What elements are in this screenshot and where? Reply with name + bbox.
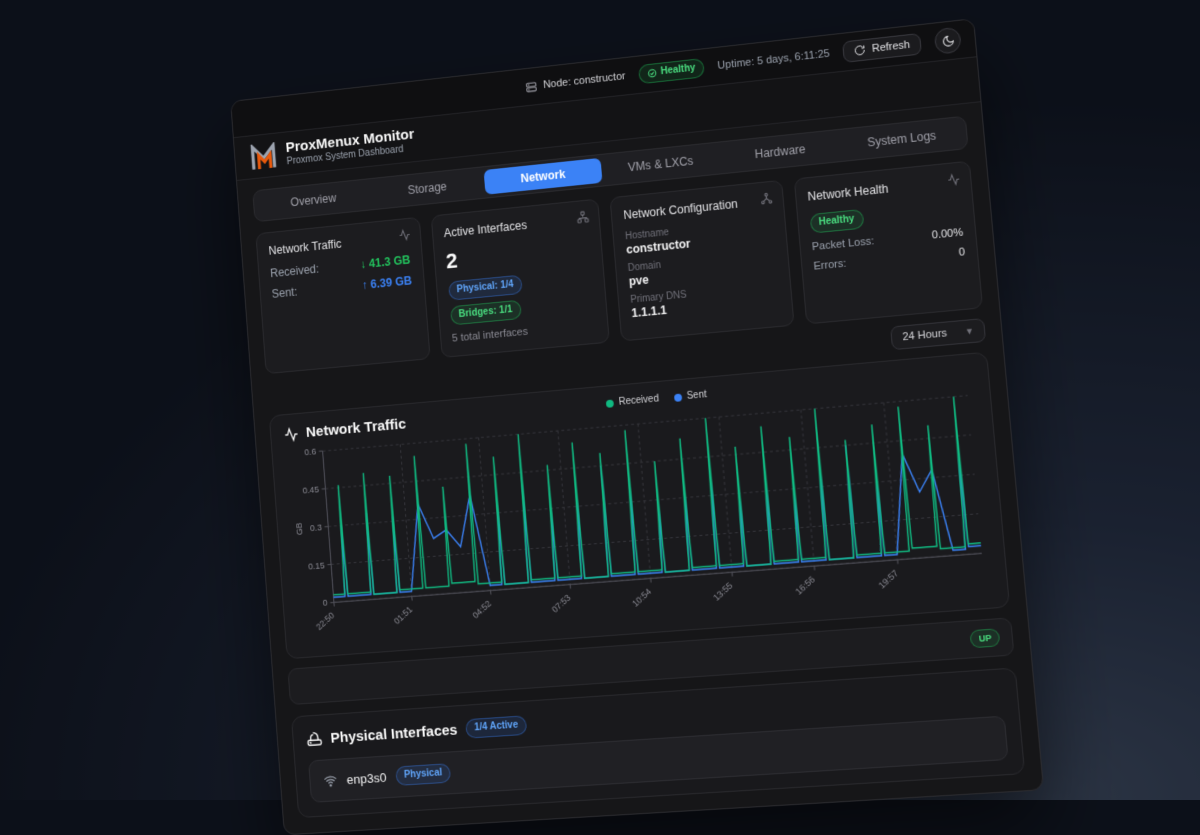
svg-text:16:56: 16:56 [793, 574, 817, 597]
bridges-count-badge: Bridges: 1/1 [450, 300, 522, 326]
router-icon [306, 730, 323, 747]
theme-toggle-button[interactable] [934, 27, 962, 55]
legend-dot [606, 399, 614, 407]
time-range-select[interactable]: 24 Hours ▼ [891, 318, 987, 350]
svg-text:0.6: 0.6 [304, 446, 317, 457]
tab-vms-lxcs[interactable]: VMs & LXCs [601, 145, 722, 182]
svg-text:04:52: 04:52 [470, 598, 493, 620]
svg-text:10:54: 10:54 [630, 586, 653, 609]
activity-icon [398, 228, 411, 241]
svg-text:19:57: 19:57 [876, 568, 900, 591]
check-circle-icon [647, 68, 657, 79]
packet-loss-value: 0.00% [931, 227, 963, 242]
network-icon [576, 210, 589, 224]
svg-text:0.3: 0.3 [310, 522, 323, 533]
sent-value: ↑ 6.39 GB [361, 274, 412, 292]
tab-system-logs[interactable]: System Logs [840, 120, 965, 158]
card-network-traffic: Network Traffic Received: ↓ 41.3 GB Sent… [255, 217, 430, 374]
interface-type-badge: Physical [395, 763, 451, 786]
wifi-icon [323, 773, 338, 788]
card-title: Active Interfaces [443, 212, 588, 240]
interface-name: enp3s0 [346, 770, 387, 787]
received-label: Received: [270, 262, 320, 280]
svg-text:22:50: 22:50 [314, 610, 336, 632]
card-network-configuration: Network Configuration Hostname construct… [610, 180, 795, 342]
svg-text:07:53: 07:53 [550, 592, 573, 615]
svg-text:0: 0 [322, 598, 328, 608]
card-title: Network Configuration [623, 194, 771, 222]
health-badge: Healthy [638, 58, 705, 84]
card-title: Network Health [807, 175, 959, 204]
svg-text:01:51: 01:51 [392, 604, 415, 626]
tab-network[interactable]: Network [484, 158, 603, 195]
physical-count-badge: Physical: 1/4 [448, 275, 523, 301]
uptime-text: Uptime: 5 days, 6:11:25 [717, 48, 830, 72]
errors-label: Errors: [813, 258, 846, 273]
up-badge: UP [970, 628, 1000, 649]
card-active-interfaces: Active Interfaces 2 Physical: 1/4 Bridge… [430, 199, 610, 358]
refresh-icon [854, 44, 867, 57]
received-value: ↓ 41.3 GB [360, 253, 411, 271]
svg-text:0.45: 0.45 [302, 484, 319, 495]
activity-icon [283, 426, 299, 442]
svg-text:0.15: 0.15 [308, 560, 325, 571]
physical-interfaces-title: Physical Interfaces [330, 721, 458, 746]
chevron-down-icon: ▼ [965, 326, 975, 337]
proxmenux-logo-icon [249, 142, 278, 170]
server-icon [525, 80, 538, 94]
node-label: Node: constructor [543, 71, 626, 91]
dashboard-window: Node: constructor Healthy Uptime: 5 days… [230, 18, 1044, 835]
errors-value: 0 [958, 246, 965, 258]
packet-loss-label: Packet Loss: [812, 235, 875, 253]
active-count-badge: 1/4 Active [465, 715, 527, 738]
tab-storage[interactable]: Storage [369, 170, 486, 206]
card-title: Network Traffic [268, 230, 409, 257]
interface-count: 2 [445, 235, 591, 274]
sent-label: Sent: [271, 285, 298, 301]
refresh-button[interactable]: Refresh [843, 33, 922, 63]
legend-dot [674, 393, 682, 401]
activity-icon [947, 173, 961, 187]
topology-icon [759, 192, 773, 206]
svg-text:GB: GB [294, 522, 305, 536]
svg-text:13:55: 13:55 [711, 580, 735, 603]
tab-overview[interactable]: Overview [256, 182, 371, 218]
health-status-badge: Healthy [809, 209, 864, 234]
node-indicator: Node: constructor [525, 70, 626, 93]
card-network-health: Network Health Healthy Packet Loss: 0.00… [793, 161, 983, 325]
desktop-background: Node: constructor Healthy Uptime: 5 days… [0, 0, 1200, 800]
tab-hardware[interactable]: Hardware [719, 133, 842, 171]
moon-icon [941, 34, 955, 48]
